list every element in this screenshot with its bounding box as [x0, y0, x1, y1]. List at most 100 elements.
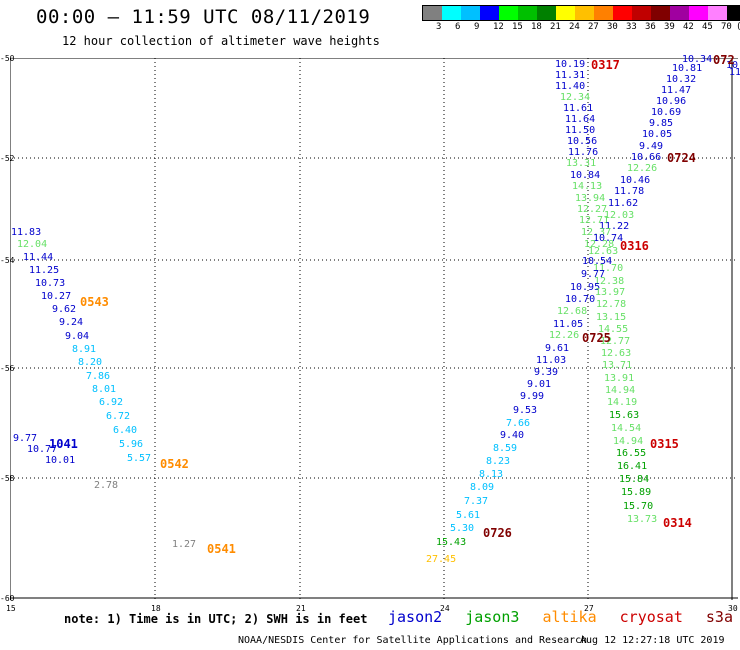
- wave-height-value: 12.63: [601, 348, 632, 359]
- wave-height-value: 12.63: [588, 246, 619, 257]
- lat-label: -58: [0, 474, 15, 483]
- lon-label: 27: [584, 604, 594, 613]
- legend-jason2: jason2: [388, 608, 443, 626]
- lon-label: 18: [151, 604, 161, 613]
- legend-label: 12: [493, 22, 504, 32]
- legend-label: 70: [721, 22, 732, 32]
- wave-height-value: 13.31: [566, 158, 597, 169]
- wave-height-value: 13.97: [595, 287, 626, 298]
- wave-height-map: 10.3410.1910.8110.211.3110.3211.4011.471…: [10, 54, 740, 600]
- wave-height-value: 12.03: [604, 210, 635, 221]
- wave-height-value: 11.40: [555, 81, 586, 92]
- pass-time-label: 0726: [483, 526, 512, 540]
- legend-swatch: [556, 6, 575, 20]
- wave-height-value: 10.01: [45, 455, 76, 466]
- wave-height-value: 11.31: [555, 70, 586, 81]
- wave-height-value: 7.66: [506, 418, 531, 429]
- legend-label: 27: [588, 22, 599, 32]
- wave-height-value: 11.25: [29, 265, 60, 276]
- wave-height-value: 12.34: [560, 92, 591, 103]
- wave-height-value: 10.66: [631, 152, 662, 163]
- wave-height-value: 11.50: [565, 125, 596, 136]
- legend-swatch: [442, 6, 461, 20]
- wave-height-value: 9.39: [534, 367, 559, 378]
- legend-swatch: [461, 6, 480, 20]
- wave-height-value: 11.62: [608, 198, 639, 209]
- pass-time-label: 1041: [49, 437, 78, 451]
- wave-height-value: 12.38: [594, 276, 625, 287]
- legend-swatch: [708, 6, 727, 20]
- legend-swatch: [480, 6, 499, 20]
- legend-swatch: [613, 6, 632, 20]
- wave-height-value: 10.77: [27, 444, 58, 455]
- legend-label: 21: [550, 22, 561, 32]
- wave-height-value: 7.37: [464, 496, 489, 507]
- legend-swatch: [575, 6, 594, 20]
- wave-height-value: 13.91: [604, 373, 635, 384]
- wave-height-value: 11.83: [11, 227, 42, 238]
- wave-height-value: 10.73: [35, 278, 66, 289]
- wave-height-value: 6.72: [106, 411, 131, 422]
- lat-label: -56: [0, 364, 15, 373]
- pass-time-label: 0314: [663, 516, 692, 530]
- wave-height-value: 8.23: [486, 456, 511, 467]
- wave-height-value: 12.68: [557, 306, 588, 317]
- wave-height-value: 11.76: [568, 147, 599, 158]
- legend-swatch: [594, 6, 613, 20]
- wave-height-value: 5.96: [119, 439, 144, 450]
- wave-height-value: 11.78: [614, 186, 645, 197]
- wave-height-value: 5.61: [456, 510, 481, 521]
- wave-height-value: 14.13: [572, 181, 603, 192]
- wave-height-value: 10.46: [620, 175, 651, 186]
- lat-label: -52: [0, 154, 15, 163]
- wave-height-value: 12.28: [584, 239, 615, 250]
- pass-time-label: 0725: [582, 331, 611, 345]
- legend-jason3: jason3: [465, 608, 520, 626]
- wave-height-value: 9.49: [639, 141, 664, 152]
- wave-height-value: 16.55: [616, 448, 647, 459]
- pass-time-label: 0724: [667, 151, 696, 165]
- wave-height-value: 10.81: [672, 63, 703, 74]
- wave-height-value: 9.77: [581, 269, 606, 280]
- legend-swatch: [537, 6, 556, 20]
- wave-height-value: 15.84: [619, 474, 650, 485]
- wave-height-value: 14.19: [607, 397, 638, 408]
- lon-label: 15: [6, 604, 16, 613]
- wave-height-value: 12.04: [17, 239, 48, 250]
- legend-label: 42: [683, 22, 694, 32]
- pass-time-label: 0316: [620, 239, 649, 253]
- legend-altika: altika: [542, 608, 597, 626]
- lon-label: 30: [728, 604, 738, 613]
- wave-height-value: 9.24: [59, 317, 84, 328]
- legend-label: 33: [626, 22, 637, 32]
- legend-label: 30: [607, 22, 618, 32]
- wave-height-value: 10.70: [565, 294, 596, 305]
- wave-height-value: 5.57: [127, 453, 152, 464]
- lat-label: -60: [0, 594, 15, 603]
- wave-height-value: 9.01: [527, 379, 552, 390]
- wave-height-value: 15.70: [623, 501, 654, 512]
- wave-height-value: 12.26: [549, 330, 580, 341]
- legend-label: 39: [664, 22, 675, 32]
- page-title: 00:00 — 11:59 UTC 08/11/2019: [36, 6, 371, 28]
- footer-note: note: 1) Time is in UTC; 2) SWH is in fe…: [64, 612, 368, 626]
- wave-height-value: 15.89: [621, 487, 652, 498]
- wave-height-value: 8.59: [493, 443, 518, 454]
- footer-timestamp: Aug 12 12:27:18 UTC 2019: [580, 635, 725, 646]
- wave-height-value: 11.22: [599, 221, 630, 232]
- legend-cryosat: cryosat: [619, 608, 683, 626]
- lat-label: -54: [0, 256, 15, 265]
- wave-height-value: 11.05: [553, 319, 584, 330]
- wave-height-value: 13.94: [575, 193, 606, 204]
- wave-height-value: 9.77: [13, 433, 38, 444]
- wave-height-value: 11.61: [563, 103, 594, 114]
- wave-height-value: 5.30: [450, 523, 475, 534]
- lat-label: -50: [0, 54, 15, 63]
- legend-swatch: [689, 6, 708, 20]
- wave-height-value: 10.32: [666, 74, 697, 85]
- wave-height-value: 2.78: [94, 480, 119, 491]
- legend-s3a: s3a: [705, 608, 733, 626]
- wave-height-value: 9.40: [500, 430, 525, 441]
- legend-swatch: [651, 6, 670, 20]
- pass-time-label: 0543: [80, 295, 109, 309]
